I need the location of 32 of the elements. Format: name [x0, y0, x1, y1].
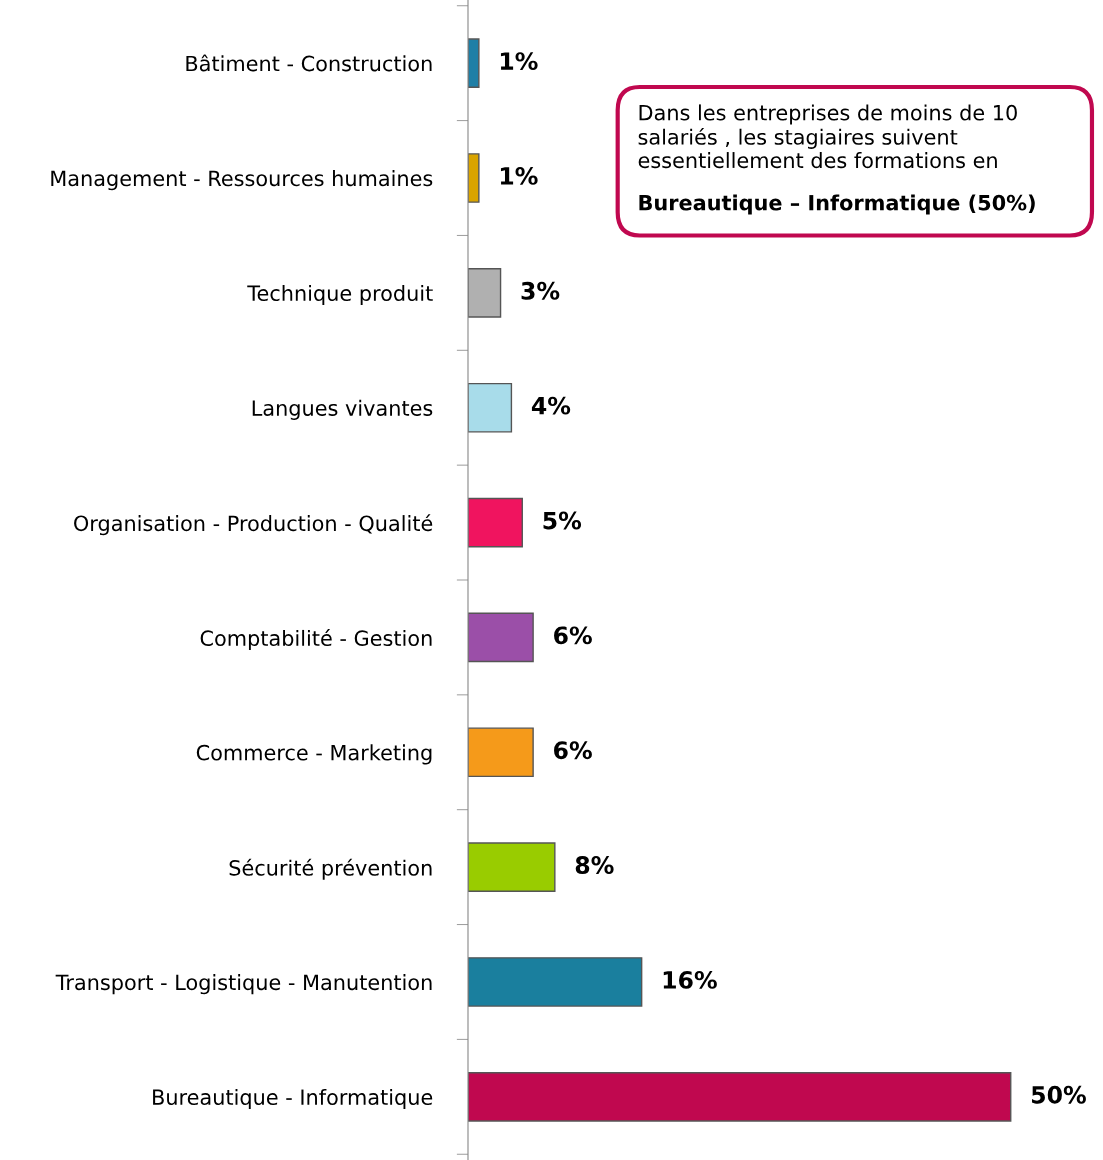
data-label: 1%: [500, 167, 538, 185]
bar: [468, 1072, 1012, 1122]
annotation: Bureautique – Informatique (50%): [639, 194, 1035, 215]
y-tick-label: Comptabilité - Gestion: [200, 629, 432, 651]
bar: [468, 153, 480, 203]
bar: [468, 382, 513, 433]
data-label: 5%: [543, 511, 582, 530]
y-tick-label: Commerce - Marketing: [196, 744, 432, 765]
y-tick-label: Langues vivantes: [252, 399, 433, 420]
data-label: 6%: [554, 741, 592, 760]
bar: [468, 842, 556, 892]
bar: [468, 268, 502, 318]
bar: [468, 612, 534, 663]
data-label: 3%: [521, 281, 560, 300]
annotation: Dans les entreprises de moins de 10 salariés , les stagiaires suivent essentiellement des formations en: [638, 104, 1017, 169]
bar: [468, 957, 643, 1007]
y-tick-label: Technique produit: [247, 284, 433, 306]
data-label: 16%: [663, 970, 717, 989]
data-label: 4%: [531, 396, 571, 415]
data-label: 1%: [500, 52, 538, 71]
bar: [468, 727, 534, 778]
data-label: 50%: [1032, 1085, 1086, 1104]
y-tick-label: Management - Ressources humaines: [51, 170, 433, 191]
y-tick-label: Sécurité prévention: [229, 858, 432, 880]
y-tick-label: Bâtiment - Construction: [186, 54, 432, 72]
data-label: 6%: [554, 626, 592, 645]
y-tick-label: Transport - Logistique - Manutention: [55, 974, 432, 995]
bar: [468, 38, 480, 88]
bar: [468, 497, 523, 548]
y-tick-label: Bureautique - Informatique: [153, 1088, 433, 1110]
data-label: 8%: [575, 856, 614, 874]
y-tick-label: Organisation - Production - Qualité: [74, 514, 433, 536]
